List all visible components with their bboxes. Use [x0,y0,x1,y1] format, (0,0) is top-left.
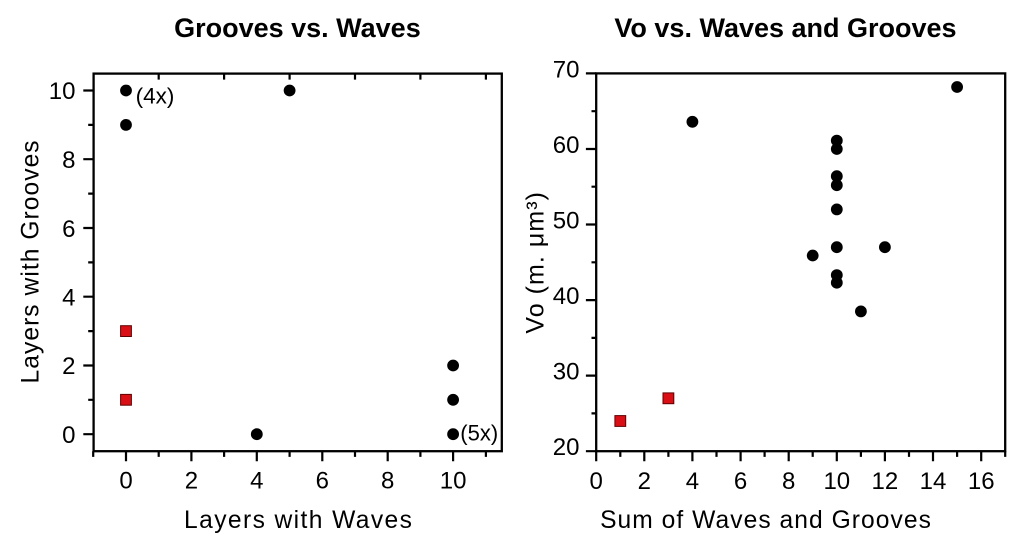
svg-text:40: 40 [553,283,580,310]
svg-text:2: 2 [638,468,651,495]
svg-text:Grooves vs. Waves: Grooves vs. Waves [174,13,421,43]
svg-text:6: 6 [734,468,747,495]
svg-text:70: 70 [553,56,580,83]
svg-text:50: 50 [553,207,580,234]
svg-text:4: 4 [686,468,699,495]
svg-text:20: 20 [553,434,580,461]
svg-text:10: 10 [823,468,850,495]
svg-text:2: 2 [62,353,75,380]
svg-text:(5x): (5x) [460,420,498,445]
svg-text:60: 60 [553,132,580,159]
svg-text:6: 6 [316,468,329,495]
svg-text:8: 8 [381,468,394,495]
svg-text:4: 4 [250,468,263,495]
svg-text:10: 10 [49,78,76,105]
svg-text:Sum of Waves and Grooves: Sum of Waves and Grooves [600,507,932,534]
svg-text:Layers with Grooves: Layers with Grooves [18,139,45,383]
svg-text:2: 2 [185,468,198,495]
svg-text:14: 14 [920,468,947,495]
svg-text:12: 12 [872,468,899,495]
svg-text:8: 8 [62,147,75,174]
svg-text:Vo (m. μm³): Vo (m. μm³) [522,191,550,334]
svg-text:16: 16 [968,468,995,495]
svg-text:30: 30 [553,359,580,386]
svg-text:(4x): (4x) [136,84,175,109]
svg-text:6: 6 [62,216,75,243]
svg-text:Vo vs. Waves and Grooves: Vo vs. Waves and Grooves [614,13,956,43]
svg-text:8: 8 [782,468,795,495]
svg-text:0: 0 [62,422,75,449]
svg-text:0: 0 [590,468,603,495]
svg-text:Layers with Waves: Layers with Waves [184,507,413,534]
svg-text:10: 10 [440,468,467,495]
svg-text:0: 0 [119,468,132,495]
svg-text:4: 4 [62,284,75,311]
